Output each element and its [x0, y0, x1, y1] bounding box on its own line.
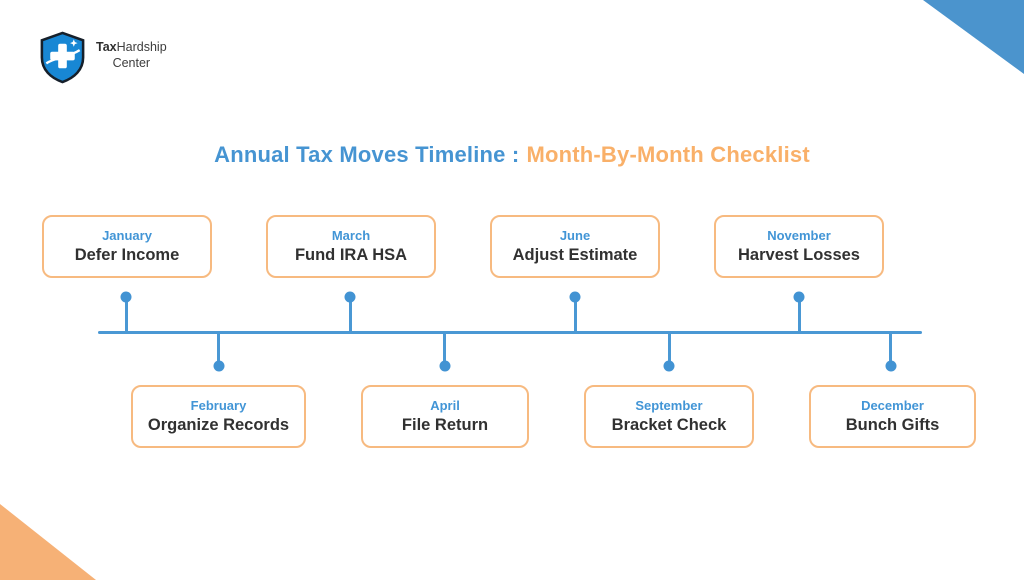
milestone-task: Harvest Losses [738, 246, 860, 264]
timeline-dot [439, 360, 450, 372]
timeline-dot [344, 291, 356, 303]
timeline-axis [98, 331, 922, 334]
milestone-card-december: December Bunch Gifts [809, 385, 976, 448]
milestone-card-november: November Harvest Losses [714, 215, 884, 278]
milestone-task: Bunch Gifts [845, 416, 940, 434]
milestone-card-february: February Organize Records [131, 385, 306, 448]
brand-line2: Center [112, 56, 151, 70]
title-part-orange: Month-By-Month Checklist [526, 142, 810, 167]
timeline-connector-september [663, 332, 675, 372]
timeline-dot [885, 360, 896, 372]
milestone-task: Fund IRA HSA [294, 246, 408, 264]
timeline-dot [793, 291, 805, 303]
milestone-card-june: June Adjust Estimate [490, 215, 660, 278]
corner-triangle-top-right [923, 0, 1024, 74]
milestone-task: Adjust Estimate [512, 246, 638, 264]
milestone-card-january: January Defer Income [42, 215, 212, 278]
milestone-month: April [430, 398, 460, 413]
corner-triangle-bottom-left [0, 504, 96, 580]
milestone-month: December [861, 398, 924, 413]
timeline-connector-june [569, 291, 581, 333]
timeline-connector-march [344, 291, 356, 333]
timeline-dot [120, 291, 132, 303]
milestone-task: Bracket Check [611, 416, 727, 434]
brand-logo: TaxHardship Center [38, 31, 167, 84]
timeline-connector-january [120, 291, 132, 333]
timeline-dot [213, 360, 224, 372]
shield-logo-icon [40, 31, 85, 84]
timeline-connector-february [213, 332, 224, 372]
milestone-task: Organize Records [147, 416, 290, 434]
milestone-card-september: September Bracket Check [584, 385, 754, 448]
timeline-dot [569, 291, 581, 303]
title-part-blue: Annual Tax Moves Timeline : [214, 142, 520, 167]
milestone-task: File Return [401, 416, 489, 434]
brand-line1: TaxHardship [96, 40, 167, 54]
milestone-month: September [635, 398, 703, 413]
timeline-connector-april [439, 332, 450, 372]
brand-name: TaxHardship Center [96, 31, 167, 71]
milestone-task: Defer Income [74, 246, 180, 264]
milestone-month: March [331, 228, 371, 243]
milestone-month: February [190, 398, 247, 413]
timeline-connector-november [793, 291, 805, 333]
page-title: Annual Tax Moves Timeline : Month-By-Mont… [0, 142, 1024, 168]
milestone-month: June [559, 228, 591, 243]
milestone-month: November [767, 228, 831, 243]
milestone-card-april: April File Return [361, 385, 529, 448]
timeline-connector-december [885, 332, 896, 372]
milestone-month: January [102, 228, 152, 243]
timeline-dot [663, 360, 675, 372]
milestone-card-march: March Fund IRA HSA [266, 215, 436, 278]
